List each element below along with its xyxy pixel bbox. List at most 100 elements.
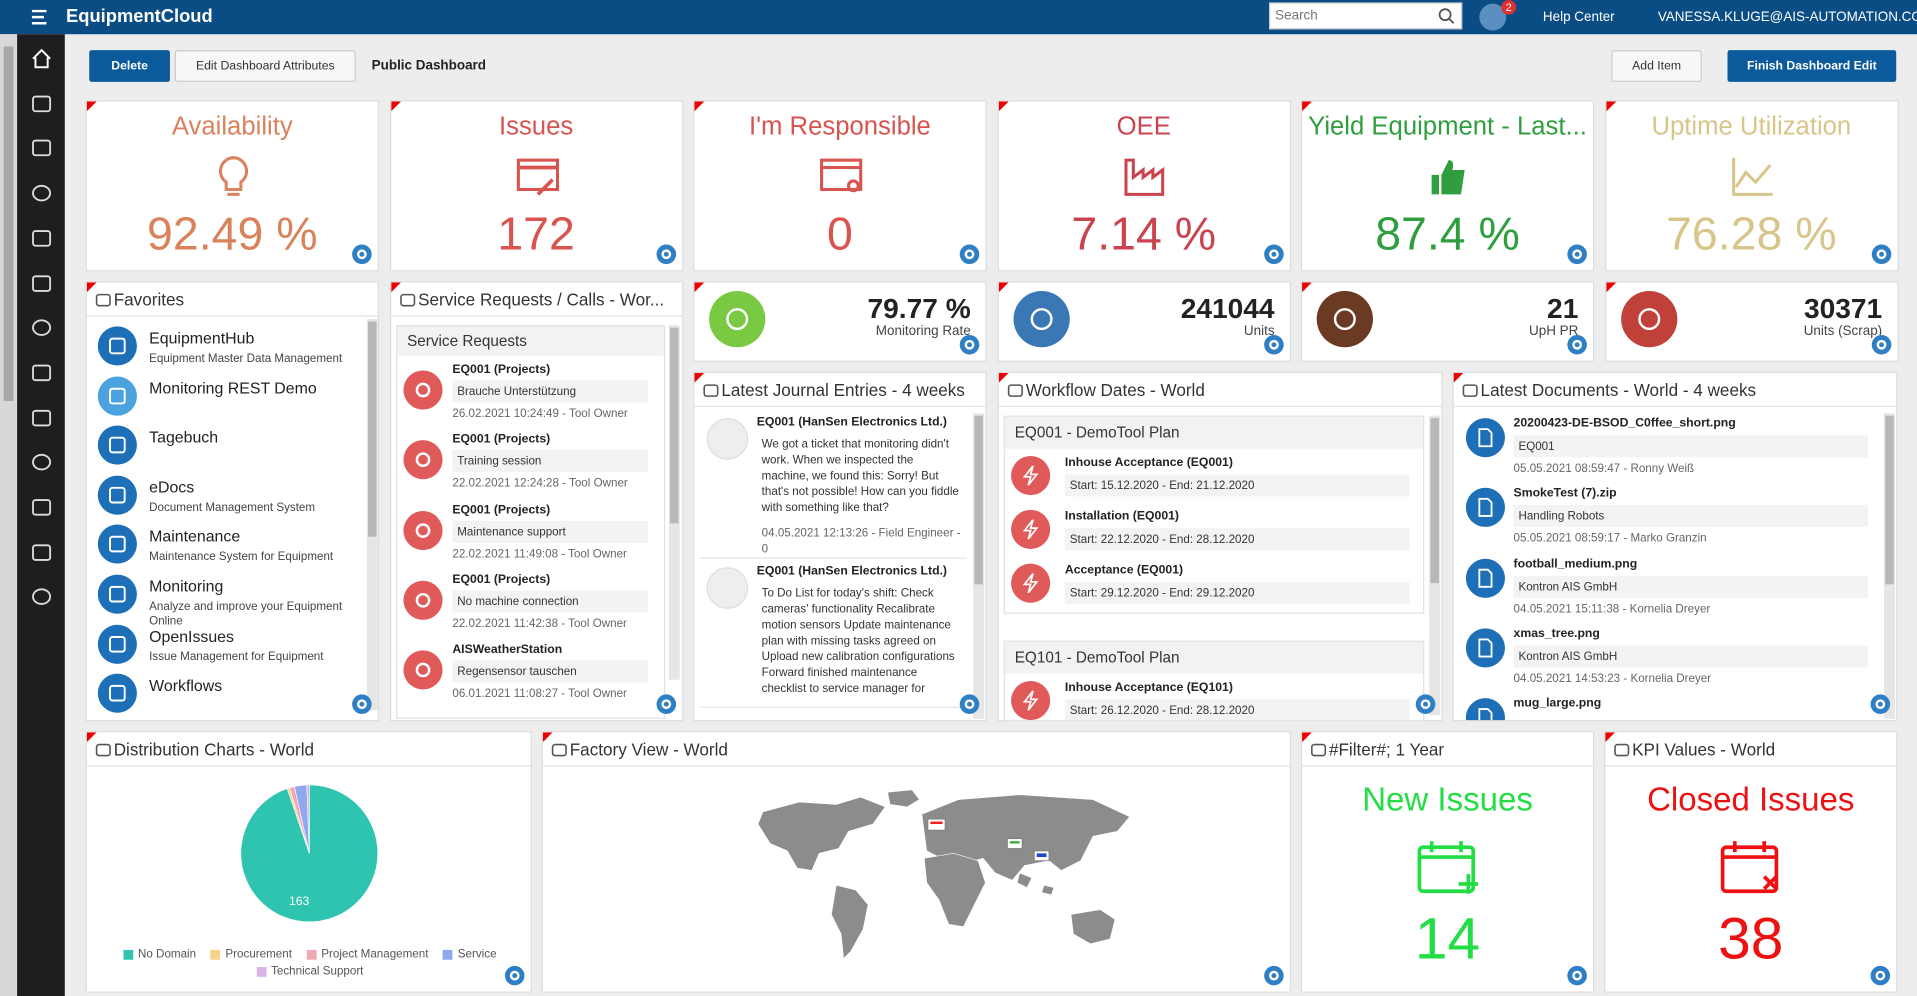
settings-icon[interactable] bbox=[1871, 334, 1891, 355]
favorite-desc: Document Management System bbox=[149, 501, 316, 515]
sidebar-icon[interactable] bbox=[31, 48, 53, 70]
kpi-tile: Availability 92.49 % bbox=[85, 100, 379, 272]
document-item[interactable]: 20200423-DE-BSOD_C0ffee_short.png EQ001 05… bbox=[1459, 413, 1875, 481]
corner-marker bbox=[1605, 732, 1616, 743]
scroll-thumb bbox=[1430, 418, 1439, 583]
kpi-tile: Issues 172 bbox=[389, 100, 683, 272]
document-item[interactable]: mug_large.png bbox=[1459, 693, 1875, 721]
service-item[interactable]: EQ001 (Projects) No machine connection 22.… bbox=[397, 571, 664, 639]
kpi-value: 0 bbox=[826, 209, 853, 261]
scroll-thumb bbox=[974, 415, 983, 584]
kpi-value: 76.28 % bbox=[1666, 209, 1837, 261]
settings-icon[interactable] bbox=[1264, 965, 1284, 986]
settings-icon[interactable] bbox=[1567, 965, 1587, 986]
settings-icon[interactable] bbox=[1567, 334, 1587, 355]
legend-item[interactable]: Technical Support bbox=[256, 965, 363, 978]
settings-icon[interactable] bbox=[1263, 244, 1284, 265]
favorite-item[interactable]: Monitoring Analyze and improve your Equip… bbox=[87, 571, 363, 628]
document-item[interactable]: football_medium.png Kontron AIS GmbH 04.05… bbox=[1459, 553, 1875, 621]
favorite-item[interactable]: Monitoring REST Demo bbox=[87, 372, 363, 421]
service-meta: 06.01.2021 11:08:27 - Tool Owner bbox=[452, 687, 627, 701]
settings-icon[interactable] bbox=[959, 334, 980, 355]
service-icon bbox=[403, 370, 443, 410]
settings-icon[interactable] bbox=[1567, 244, 1587, 265]
scrollbar bbox=[1429, 415, 1441, 716]
favorite-item[interactable]: Tagebuch bbox=[87, 422, 363, 471]
metric-value: 79.77 % bbox=[867, 292, 971, 324]
sidebar-icon[interactable] bbox=[31, 227, 53, 249]
settings-icon[interactable] bbox=[1263, 334, 1284, 355]
favorite-item[interactable]: Maintenance Maintenance System for Equipm… bbox=[87, 521, 363, 570]
document-text-box: Kontron AIS GmbH bbox=[1513, 575, 1869, 598]
settings-icon[interactable] bbox=[1415, 694, 1436, 714]
favorite-name: Tagebuch bbox=[149, 428, 219, 447]
service-item[interactable]: EQ001 (Projects) Brauche Unterstützung 26.… bbox=[397, 361, 664, 429]
favorite-item[interactable]: eDocs Document Management System bbox=[87, 472, 363, 521]
service-item[interactable]: AISWeatherStation Regensensor tauschen 06.… bbox=[397, 641, 664, 709]
legend-label: Project Management bbox=[321, 947, 429, 961]
journal-item[interactable]: EQ001 (HanSen Electronics Ltd.) We got a … bbox=[699, 413, 966, 559]
settings-icon[interactable] bbox=[959, 694, 980, 714]
settings-icon[interactable] bbox=[655, 244, 676, 265]
metric-icon bbox=[1316, 290, 1373, 348]
metric-value: 30371 bbox=[1803, 292, 1883, 324]
sidebar-icon[interactable] bbox=[31, 451, 53, 473]
favorite-item[interactable]: OpenIssues Issue Management for Equipment bbox=[87, 621, 363, 670]
document-item[interactable]: SmokeTest (7).zip Handling Robots 05.05.20… bbox=[1459, 483, 1875, 551]
journal-text: We got a ticket that monitoring didn't w… bbox=[761, 437, 959, 515]
sidebar-icon[interactable] bbox=[31, 407, 53, 429]
sidebar-icon[interactable] bbox=[31, 586, 53, 608]
service-title: AISWeatherStation bbox=[452, 643, 563, 657]
help-center[interactable]: Help Center bbox=[1542, 9, 1615, 25]
search-box[interactable]: Search bbox=[1269, 2, 1463, 30]
legend-item[interactable]: Project Management bbox=[306, 947, 429, 961]
favorite-icon bbox=[97, 326, 137, 366]
corner-marker bbox=[1302, 732, 1312, 743]
add-item-button[interactable]: Add Item bbox=[1611, 50, 1702, 82]
settings-icon[interactable] bbox=[352, 694, 372, 714]
settings-icon[interactable] bbox=[1870, 965, 1891, 986]
favorite-item[interactable]: EquipmentHub Equipment Master Data Manage… bbox=[87, 323, 363, 372]
settings-icon[interactable] bbox=[504, 965, 525, 986]
sidebar-icon[interactable] bbox=[31, 137, 53, 159]
scrollbar bbox=[1883, 413, 1895, 719]
menu-icon[interactable] bbox=[31, 9, 49, 25]
corner-marker bbox=[86, 282, 97, 293]
settings-icon[interactable] bbox=[1870, 694, 1891, 714]
panel-icon bbox=[703, 384, 719, 397]
service-item[interactable]: EQ001 (Projects) Maintenance support 22.02… bbox=[397, 501, 664, 569]
legend-item[interactable]: No Domain bbox=[123, 947, 196, 961]
legend-item[interactable]: Procurement bbox=[210, 947, 292, 961]
edit-button[interactable]: Edit Dashboard Attributes bbox=[174, 50, 356, 82]
sidebar-icon[interactable] bbox=[31, 272, 53, 294]
document-meta: 04.05.2021 15:11:38 - Kornelia Dreyer bbox=[1513, 602, 1711, 616]
sidebar-icon[interactable] bbox=[31, 317, 53, 339]
pie-slice[interactable] bbox=[306, 784, 310, 854]
dashboard-title: Public Dashboard bbox=[371, 58, 487, 74]
sidebar-icon[interactable] bbox=[31, 182, 53, 204]
legend-label: Technical Support bbox=[271, 964, 364, 979]
legend-item[interactable]: Service bbox=[443, 947, 497, 961]
sidebar-icon[interactable] bbox=[31, 496, 53, 518]
delete-button[interactable]: Delete bbox=[89, 50, 170, 82]
settings-icon[interactable] bbox=[656, 694, 677, 714]
workflow-dates: Start: 15.12.2020 - End: 21.12.2020 bbox=[1069, 479, 1255, 493]
settings-icon[interactable] bbox=[352, 244, 372, 265]
workflow-date-box: Start: 29.12.2020 - End: 29.12.2020 bbox=[1064, 581, 1410, 604]
metric-glyph bbox=[726, 308, 749, 331]
favorite-name: eDocs bbox=[149, 477, 195, 497]
corner-marker bbox=[86, 101, 97, 112]
favorite-glyph bbox=[109, 635, 126, 653]
document-item[interactable]: xmas_tree.png Kontron AIS GmbH 04.05.2021 … bbox=[1459, 623, 1875, 691]
sidebar-icon[interactable] bbox=[31, 93, 53, 115]
journal-item[interactable]: EQ001 (HanSen Electronics Ltd.) To Do Lis… bbox=[699, 562, 966, 708]
sidebar-icon[interactable] bbox=[31, 541, 53, 563]
sidebar-icon[interactable] bbox=[31, 362, 53, 384]
settings-icon[interactable] bbox=[959, 244, 980, 265]
favorite-item[interactable]: Workflows bbox=[87, 670, 363, 719]
settings-icon[interactable] bbox=[1871, 244, 1891, 265]
user-menu[interactable]: VANESSA.KLUGE@AIS-AUTOMATION.COM bbox=[1657, 9, 1917, 25]
finish-button[interactable]: Finish Dashboard Edit bbox=[1727, 50, 1897, 82]
service-item[interactable]: EQ001 (Projects) Training session 22.02.20… bbox=[397, 431, 664, 499]
